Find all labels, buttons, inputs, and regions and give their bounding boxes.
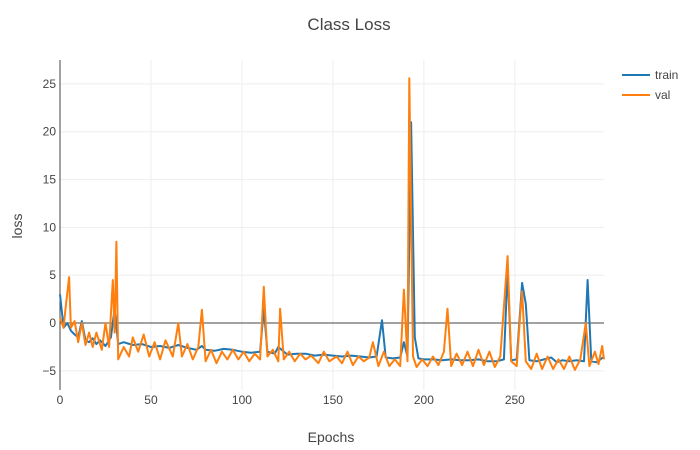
legend-label-train: train <box>655 68 678 82</box>
grid <box>60 60 604 390</box>
tick-labels: 0 50 100 150 200 250 −5 0 5 10 15 20 25 <box>42 77 525 407</box>
y-tick-label: 5 <box>49 268 56 282</box>
y-tick-label: 0 <box>49 316 56 330</box>
legend-item-train[interactable]: train <box>622 68 678 82</box>
y-axis-title: loss <box>9 214 25 239</box>
x-tick-label: 100 <box>232 393 252 407</box>
y-tick-label: 10 <box>43 220 57 234</box>
legend-item-val[interactable]: val <box>622 88 670 102</box>
legend-label-val: val <box>655 88 670 102</box>
legend[interactable]: train val <box>622 68 678 102</box>
y-tick-label: 20 <box>43 125 57 139</box>
series-line-train <box>59 121 605 364</box>
x-tick-label: 200 <box>414 393 434 407</box>
series-line-val <box>59 77 605 371</box>
y-tick-label: 15 <box>43 173 57 187</box>
x-tick-label: 50 <box>144 393 158 407</box>
x-tick-label: 250 <box>505 393 525 407</box>
chart-title: Class Loss <box>307 15 390 34</box>
x-axis-title: Epochs <box>308 429 355 445</box>
y-tick-label: −5 <box>42 364 56 378</box>
x-tick-label: 0 <box>57 393 64 407</box>
series-layer <box>59 77 605 371</box>
x-tick-label: 150 <box>323 393 343 407</box>
y-tick-label: 25 <box>43 77 57 91</box>
